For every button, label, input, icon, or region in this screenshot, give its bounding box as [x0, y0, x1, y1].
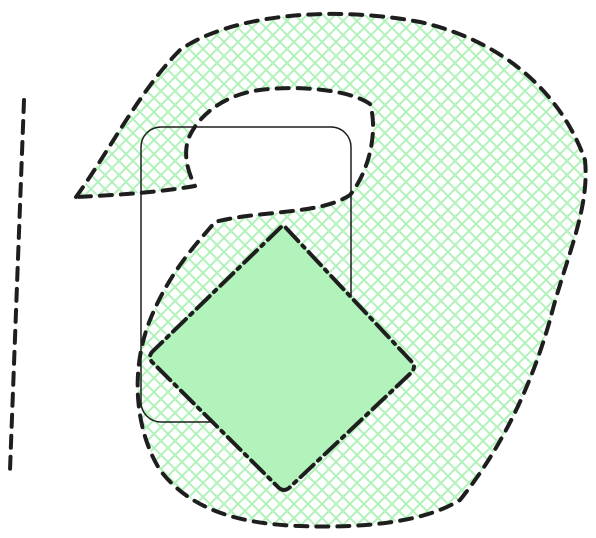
dashed-vertical-line[interactable] — [8, 98, 26, 472]
diamond-shape[interactable] — [148, 224, 416, 492]
